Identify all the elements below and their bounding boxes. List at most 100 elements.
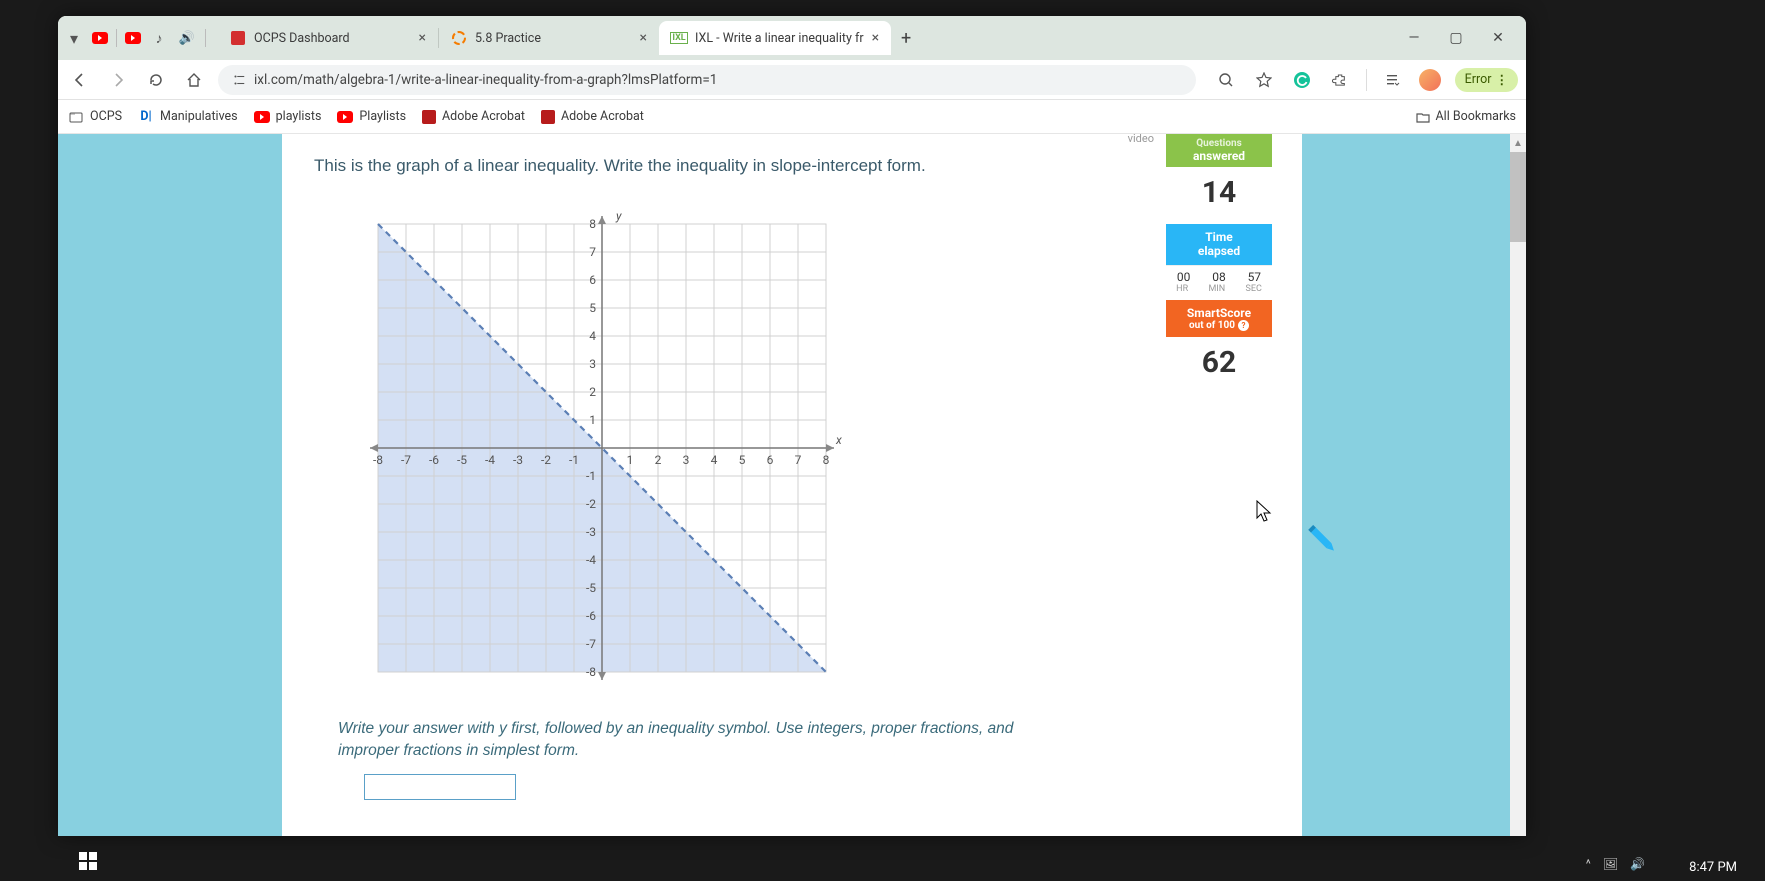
forward-button[interactable] (104, 66, 132, 94)
close-icon[interactable]: × (419, 30, 426, 46)
bookmark-adobe1[interactable]: Adobe Acrobat (422, 109, 525, 124)
tab-title: 5.8 Practice (475, 31, 632, 46)
svg-text:-4: -4 (485, 453, 495, 467)
svg-text:-6: -6 (586, 609, 596, 623)
svg-text:-7: -7 (401, 453, 411, 467)
music-icon[interactable]: ♪ (149, 28, 169, 48)
svg-text:-7: -7 (586, 637, 596, 651)
address-bar-row: ixl.com/math/algebra-1/write-a-linear-in… (58, 60, 1526, 100)
close-icon[interactable]: × (640, 30, 647, 46)
d-icon: D| (138, 109, 154, 125)
answer-input[interactable] (364, 774, 516, 800)
new-tab-button[interactable]: + (891, 23, 921, 53)
scroll-up-button[interactable]: ▲ (1510, 134, 1526, 152)
svg-text:7: 7 (589, 245, 596, 259)
maximize-button[interactable]: ▢ (1444, 26, 1468, 50)
svg-text:2: 2 (655, 453, 662, 467)
scroll-thumb[interactable] (1510, 152, 1526, 242)
youtube-icon[interactable] (125, 32, 141, 44)
smartscore-badge: SmartScore out of 100 ? (1166, 300, 1272, 337)
address-bar[interactable]: ixl.com/math/algebra-1/write-a-linear-in… (218, 65, 1196, 95)
extensions-icon[interactable] (1328, 68, 1352, 92)
bookmark-playlists[interactable]: playlists (254, 109, 322, 124)
svg-text:3: 3 (683, 453, 690, 467)
graph: y x -8-7-6-5-4-3-2-1 12345678 87654321 -… (342, 188, 862, 708)
bookmark-ocps[interactable]: OCPS (68, 109, 122, 125)
practice-favicon (452, 31, 466, 45)
svg-text:-8: -8 (586, 665, 596, 679)
scratchpad-pencil-icon[interactable] (1299, 515, 1347, 563)
grammarly-icon[interactable] (1290, 68, 1314, 92)
url-text: ixl.com/math/algebra-1/write-a-linear-in… (254, 72, 717, 88)
tab-practice[interactable]: 5.8 Practice × (439, 21, 659, 55)
start-button[interactable] (68, 841, 108, 881)
zoom-icon[interactable] (1214, 68, 1238, 92)
folder-icon (1416, 110, 1430, 124)
smartscore-value: 62 (1166, 337, 1272, 394)
error-pill[interactable]: Error⋮ (1455, 68, 1518, 92)
audio-icon[interactable]: 🔊 (177, 28, 197, 48)
svg-text:2: 2 (589, 385, 596, 399)
chevron-down-icon[interactable]: ▾ (64, 28, 84, 48)
time-badge: Time elapsed (1166, 224, 1272, 265)
svg-text:6: 6 (767, 453, 774, 467)
tab-title: OCPS Dashboard (254, 31, 411, 46)
video-label: video (1128, 132, 1154, 145)
site-settings-icon[interactable] (232, 73, 246, 87)
youtube-icon[interactable] (92, 32, 108, 44)
svg-text:1: 1 (589, 413, 596, 427)
taskbar (58, 841, 1758, 881)
svg-text:5: 5 (739, 453, 746, 467)
svg-text:-2: -2 (586, 497, 596, 511)
svg-text:-8: -8 (373, 453, 383, 467)
bookmarks-bar: OCPS D|Manipulatives playlists Playlists… (58, 100, 1526, 134)
tab-ocps[interactable]: OCPS Dashboard × (218, 21, 438, 55)
ocps-favicon (231, 31, 245, 45)
question-text: This is the graph of a linear inequality… (314, 156, 926, 176)
svg-text:-1: -1 (569, 453, 579, 467)
reading-list-icon[interactable] (1381, 68, 1405, 92)
help-icon[interactable]: ? (1238, 320, 1249, 331)
browser-window: ▾ ♪ 🔊 OCPS Dashboard × 5.8 Practice × IX… (58, 16, 1526, 836)
youtube-icon (337, 111, 353, 123)
svg-text:x: x (835, 433, 842, 447)
tab-ixl[interactable]: IXL IXL - Write a linear inequality fr × (659, 21, 891, 55)
profile-avatar[interactable] (1419, 69, 1441, 91)
svg-text:4: 4 (589, 329, 596, 343)
close-window-button[interactable]: ✕ (1486, 26, 1510, 50)
svg-text:1: 1 (627, 453, 634, 467)
reload-button[interactable] (142, 66, 170, 94)
svg-text:-5: -5 (586, 581, 596, 595)
svg-text:6: 6 (589, 273, 596, 287)
adobe-icon (422, 110, 436, 124)
svg-text:5: 5 (589, 301, 596, 315)
svg-text:-2: -2 (541, 453, 551, 467)
svg-text:4: 4 (711, 453, 718, 467)
tab-title: IXL - Write a linear inequality fr (695, 31, 864, 46)
timer: 000857 (1166, 265, 1272, 284)
bookmark-playlists2[interactable]: Playlists (337, 109, 406, 124)
svg-text:8: 8 (589, 217, 596, 231)
timer-labels: HRMINSEC (1166, 284, 1272, 300)
minimize-button[interactable]: — (1402, 26, 1426, 50)
all-bookmarks-button[interactable]: All Bookmarks (1416, 109, 1517, 124)
tab-leading-icons: ▾ ♪ 🔊 (64, 28, 206, 48)
instruction-text: Write your answer with y first, followed… (338, 718, 1018, 763)
adobe-icon (541, 110, 555, 124)
page-viewport: video This is the graph of a linear ineq… (58, 134, 1526, 836)
svg-text:7: 7 (795, 453, 802, 467)
svg-text:-3: -3 (586, 525, 596, 539)
answered-badge: Questionsanswered (1166, 134, 1272, 167)
svg-text:y: y (615, 209, 622, 223)
back-button[interactable] (66, 66, 94, 94)
bookmark-manipulatives[interactable]: D|Manipulatives (138, 109, 238, 125)
svg-text:-3: -3 (513, 453, 523, 467)
svg-text:8: 8 (823, 453, 830, 467)
bookmark-star-icon[interactable] (1252, 68, 1276, 92)
vertical-scrollbar[interactable]: ▲ (1510, 134, 1526, 836)
svg-text:-6: -6 (429, 453, 439, 467)
svg-text:-4: -4 (586, 553, 596, 567)
home-button[interactable] (180, 66, 208, 94)
bookmark-adobe2[interactable]: Adobe Acrobat (541, 109, 644, 124)
close-icon[interactable]: × (872, 30, 879, 46)
